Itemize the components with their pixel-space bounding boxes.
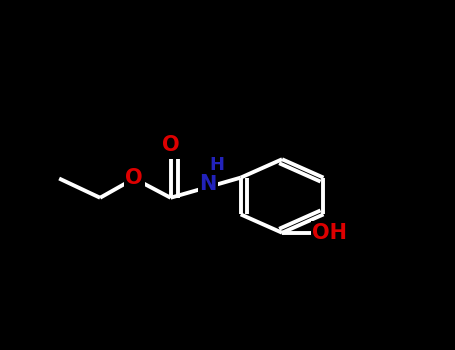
Text: H: H	[210, 156, 225, 174]
Text: O: O	[162, 135, 179, 155]
Text: N: N	[199, 174, 217, 194]
Text: OH: OH	[313, 223, 347, 243]
Text: O: O	[126, 168, 143, 189]
